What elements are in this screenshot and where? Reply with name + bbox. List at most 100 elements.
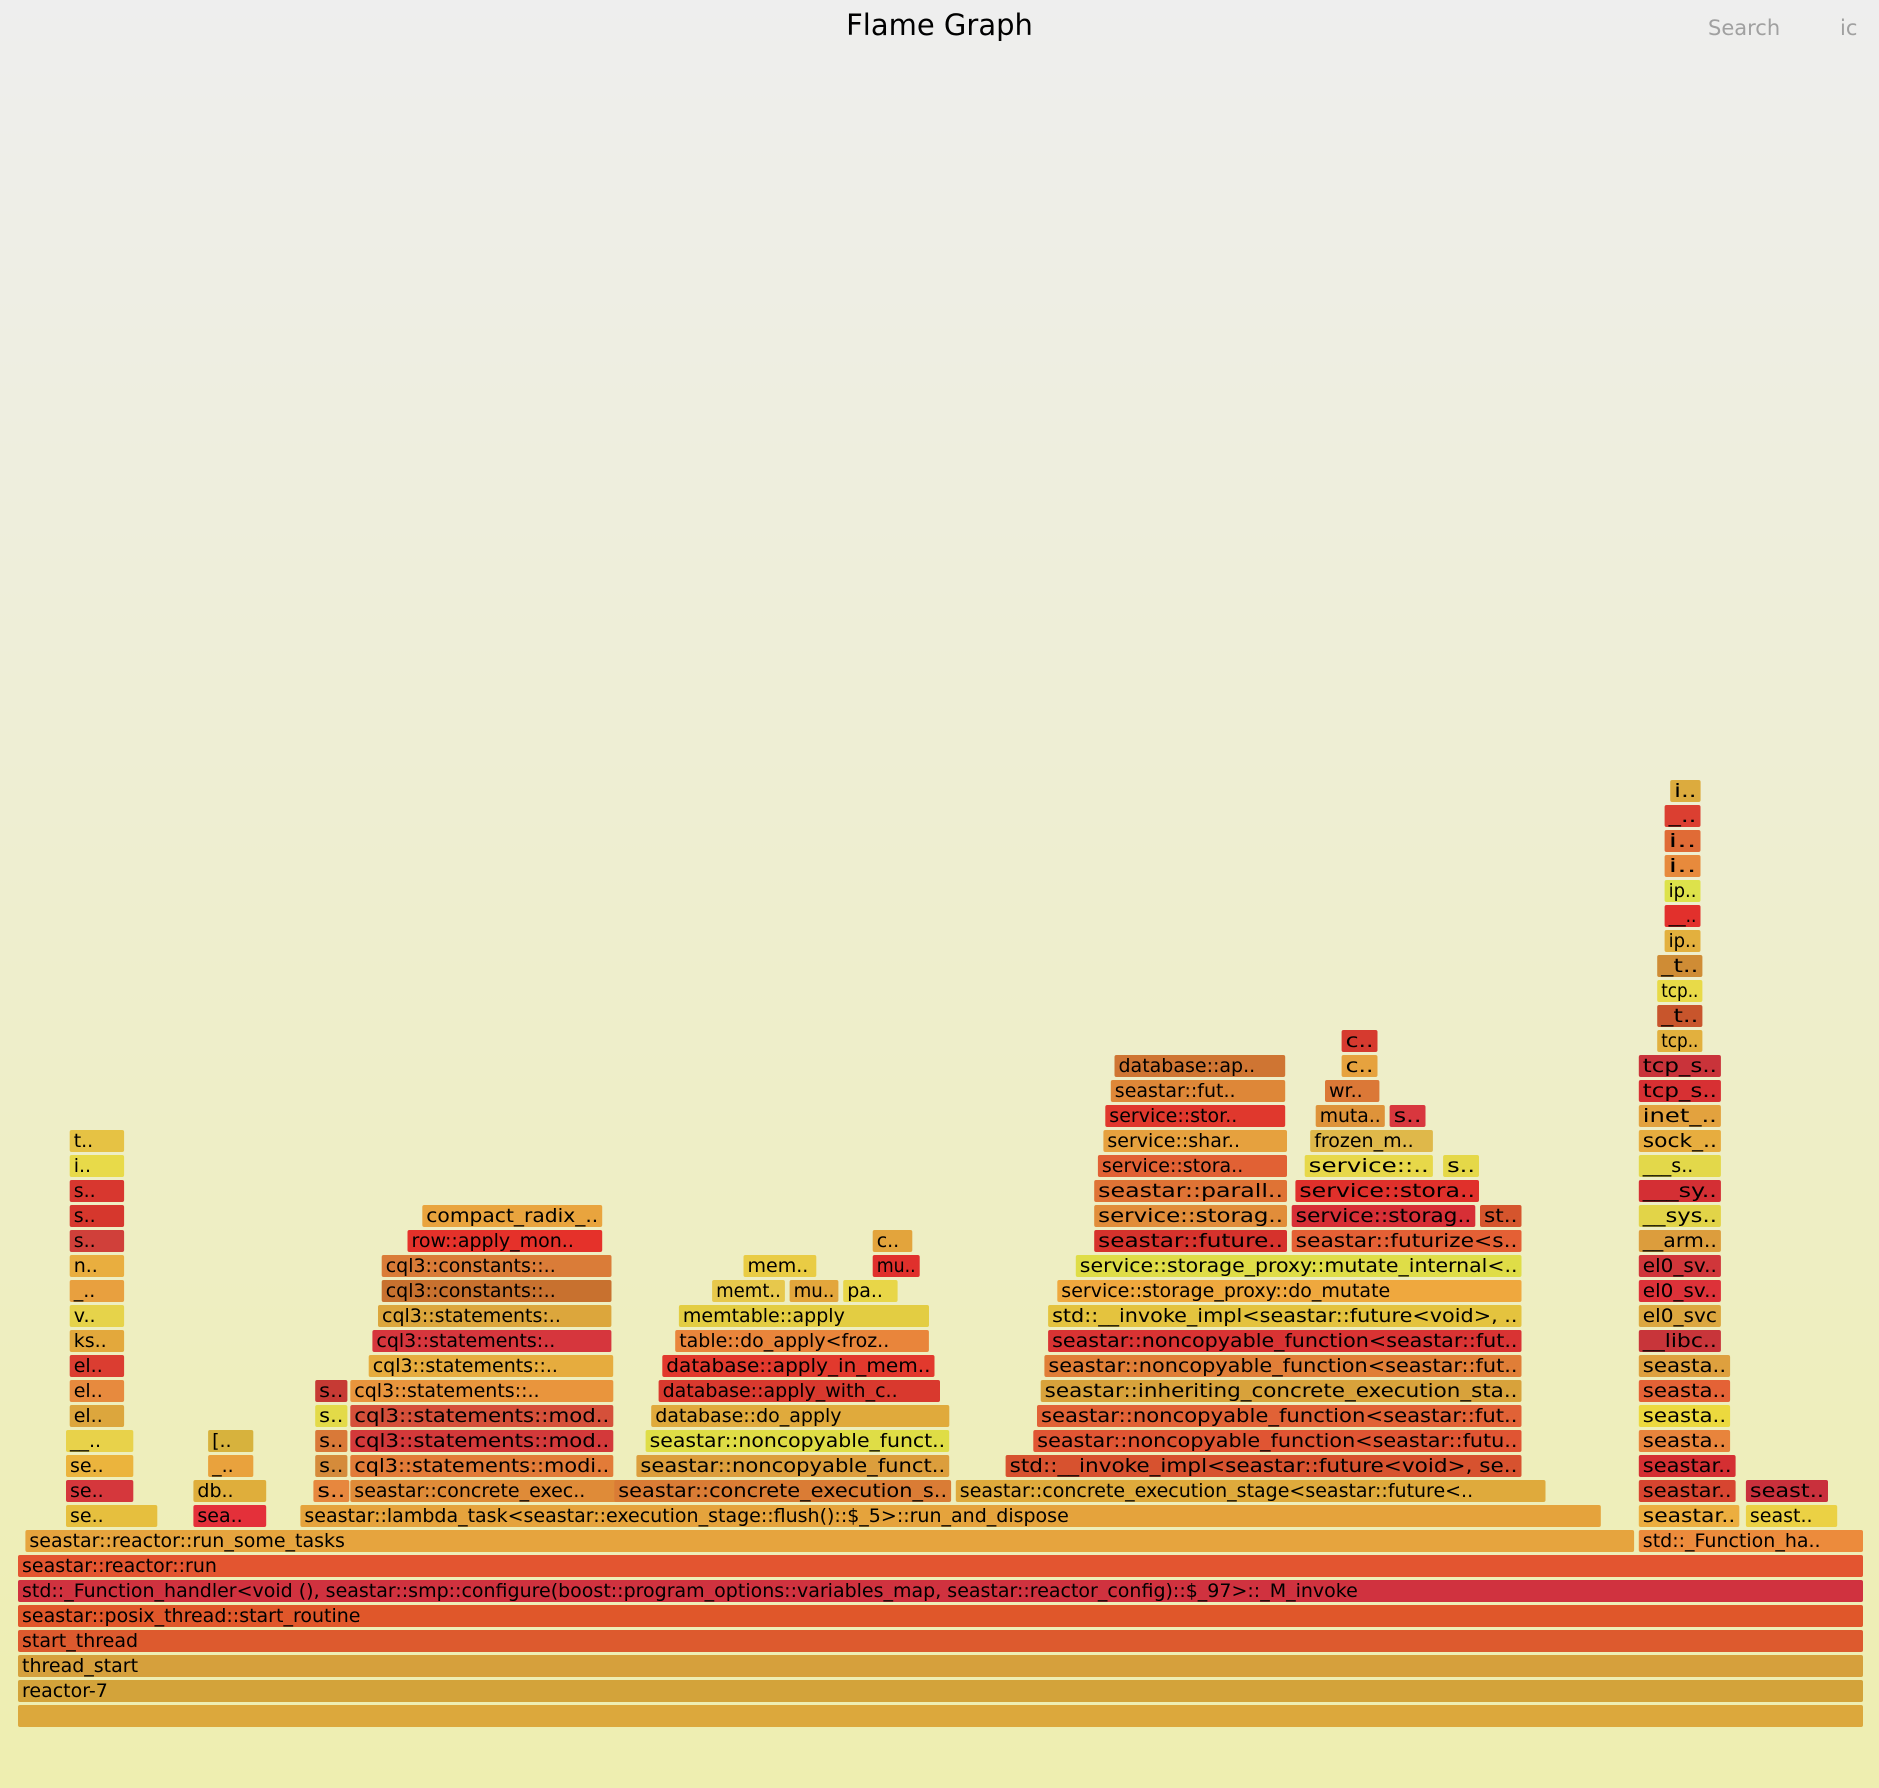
frame[interactable]: cql3::statements::.. [350,1380,614,1402]
frame[interactable]: mem.. [743,1255,817,1277]
frame[interactable]: seastar::parall.. [1094,1180,1287,1202]
frame[interactable]: __.. [66,1430,134,1452]
frame-rect[interactable] [69,1405,125,1427]
frame[interactable]: pa.. [843,1280,898,1302]
frame[interactable]: i.. [69,1155,125,1177]
frame[interactable]: seastar::noncopyable_function<seastar::f… [1048,1330,1522,1352]
frame[interactable]: database::do_apply [651,1405,950,1427]
frame-rect[interactable] [69,1355,125,1377]
frame-rect[interactable] [315,1380,348,1402]
frame[interactable]: __arm.. [1638,1230,1721,1252]
frame[interactable]: cql3::constants::.. [381,1255,612,1277]
frame-rect[interactable] [1745,1505,1838,1527]
frame[interactable]: ip.. [1664,880,1701,902]
frame-rect[interactable] [1094,1205,1287,1227]
frame[interactable]: el.. [69,1405,125,1427]
frame-rect[interactable] [1657,955,1703,977]
frame-rect[interactable] [422,1205,603,1227]
frame-rect[interactable] [66,1430,134,1452]
frame-rect[interactable] [315,1405,348,1427]
frame-rect[interactable] [1443,1155,1479,1177]
frame-rect[interactable] [69,1230,125,1252]
frame[interactable]: seastar::concrete_execution_s.. [614,1480,952,1502]
frame-rect[interactable] [1638,1405,1731,1427]
frame-rect[interactable] [208,1430,254,1452]
frame-rect[interactable] [1048,1305,1522,1327]
frame[interactable]: service::stora.. [1295,1180,1479,1202]
frame[interactable]: seast.. [1745,1480,1828,1502]
frame-rect[interactable] [1103,1130,1287,1152]
frame-rect[interactable] [1291,1230,1522,1252]
frame[interactable]: i.. [1664,830,1701,852]
frame-rect[interactable] [651,1405,950,1427]
frame-rect[interactable] [1094,1230,1287,1252]
frame[interactable]: seastar::fut.. [1110,1080,1286,1102]
frame-rect[interactable] [872,1230,913,1252]
frame[interactable]: seastar::inheriting_concrete_execution_s… [1040,1380,1522,1402]
frame[interactable]: sea.. [193,1505,267,1527]
frame-rect[interactable] [315,1455,348,1477]
frame-rect[interactable] [743,1255,817,1277]
frame-rect[interactable] [872,1255,920,1277]
frame-rect[interactable] [1657,980,1703,1002]
frame[interactable]: std::__invoke_impl<seastar::future<void>… [1048,1305,1522,1327]
frame[interactable]: c.. [872,1230,913,1252]
frame-rect[interactable] [645,1430,950,1452]
frame[interactable]: seasta.. [1638,1430,1731,1452]
frame[interactable]: _.. [208,1455,254,1477]
frame[interactable]: n.. [69,1255,125,1277]
frame[interactable]: frozen_m.. [1310,1130,1433,1152]
frame-rect[interactable] [1005,1455,1522,1477]
frame[interactable]: seastar::posix_thread::start_routine [18,1605,1863,1627]
frame[interactable]: s.. [313,1480,350,1502]
frame[interactable]: seastar::lambda_task<seastar::execution_… [300,1505,1601,1527]
frame-rect[interactable] [69,1280,125,1302]
frame[interactable]: s.. [69,1230,125,1252]
frame[interactable]: el0_sv.. [1638,1280,1721,1302]
frame[interactable]: __libc.. [1638,1330,1721,1352]
frame[interactable]: ks.. [69,1330,125,1352]
frame[interactable]: database::ap.. [1114,1055,1286,1077]
frame[interactable]: start_thread [18,1630,1863,1652]
frame[interactable]: se.. [66,1505,158,1527]
frame-rect[interactable] [69,1180,125,1202]
frame-rect[interactable] [1638,1530,1863,1552]
frame-rect[interactable] [1304,1155,1433,1177]
frame-rect[interactable] [1295,1180,1479,1202]
frame[interactable]: service::storage_proxy::mutate_internal<… [1075,1255,1522,1277]
frame-rect[interactable] [1105,1105,1286,1127]
frame[interactable]: service::.. [1304,1155,1433,1177]
frame-rect[interactable] [614,1480,952,1502]
frame-rect[interactable] [636,1455,950,1477]
frame-rect[interactable] [1638,1455,1736,1477]
frame[interactable]: se.. [66,1480,134,1502]
frame[interactable]: c.. [1341,1030,1378,1052]
frame-rect[interactable] [350,1380,614,1402]
frame-rect[interactable] [1033,1430,1522,1452]
frame-rect[interactable] [381,1255,612,1277]
frame[interactable] [18,1705,1863,1727]
frame[interactable]: compact_radix_.. [422,1205,603,1227]
frame[interactable]: memt.. [712,1280,785,1302]
frame-rect[interactable] [1094,1180,1287,1202]
frame-rect[interactable] [18,1555,1863,1577]
frame-rect[interactable] [1664,855,1701,877]
frame-rect[interactable] [350,1405,614,1427]
frame[interactable]: seastar::noncopyable_function<seastar::f… [1044,1355,1522,1377]
frame-rect[interactable] [1638,1130,1721,1152]
frame-rect[interactable] [1638,1505,1740,1527]
frame[interactable]: s.. [315,1380,348,1402]
frame-rect[interactable] [1480,1205,1522,1227]
frame-rect[interactable] [1638,1080,1721,1102]
frame-rect[interactable] [18,1655,1863,1677]
frame-rect[interactable] [1638,1355,1731,1377]
frame-rect[interactable] [25,1530,1635,1552]
frame-rect[interactable] [300,1505,1601,1527]
frame-rect[interactable] [69,1130,125,1152]
frame[interactable]: seasta.. [1638,1405,1731,1427]
frame[interactable]: seastar::reactor::run_some_tasks [25,1530,1635,1552]
frame[interactable]: seastar::reactor::run [18,1555,1863,1577]
frame[interactable]: t.. [69,1130,125,1152]
frame-rect[interactable] [1341,1030,1378,1052]
frame[interactable]: seastar::noncopyable_funct.. [636,1455,950,1477]
